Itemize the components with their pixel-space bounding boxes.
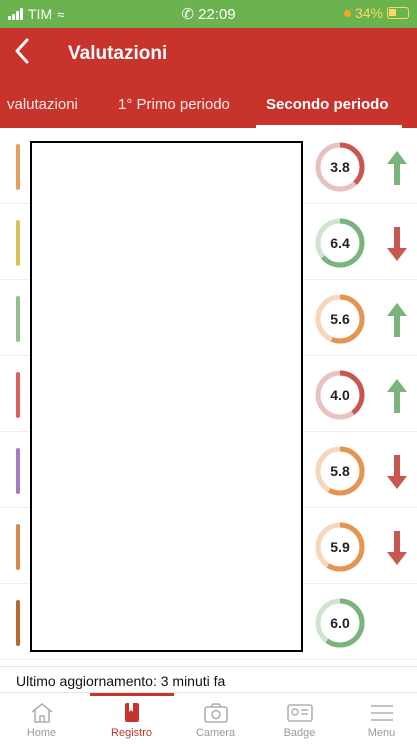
subject-color-bar — [16, 220, 20, 266]
chevron-left-icon[interactable] — [14, 38, 30, 69]
arrow-down-icon — [387, 227, 407, 261]
active-nav-indicator — [90, 693, 174, 696]
tab-valutazioni[interactable]: valutazioni — [7, 96, 78, 113]
grade-ring — [315, 218, 365, 268]
badge-icon — [286, 704, 313, 722]
subject-color-bar — [16, 144, 20, 190]
grade-ring — [315, 598, 365, 648]
grade-value: 4.0 — [330, 387, 350, 403]
arrow-up-icon — [387, 379, 407, 413]
nav-home-label: Home — [26, 727, 57, 739]
battery-icon — [387, 7, 409, 19]
home-icon — [31, 702, 52, 723]
arrow-up-icon — [387, 151, 407, 185]
redacted-subjects-box — [30, 141, 303, 652]
nav-badge[interactable]: Badge — [258, 693, 341, 744]
grade-ring — [315, 142, 365, 192]
nav-menu-label: Menu — [367, 727, 396, 739]
nav-home[interactable]: Home — [0, 693, 83, 744]
grade-value: 5.9 — [330, 539, 350, 555]
tab-primo-periodo[interactable]: 1° Primo periodo — [118, 96, 230, 113]
last-update-text: Ultimo aggiornamento: 3 minuti fa — [0, 666, 417, 692]
orange-dot-icon — [343, 9, 351, 17]
grade-value: 5.8 — [330, 463, 350, 479]
time-label: 22:09 — [198, 6, 236, 23]
grade-ring — [315, 294, 365, 344]
grade-ring — [315, 370, 365, 420]
grade-ring-progress — [315, 370, 365, 420]
bottom-tab-bar: Home Registro Camera Badge Menu — [0, 692, 417, 744]
subject-color-bar — [16, 448, 20, 494]
signal-icon — [8, 8, 23, 20]
status-right: 34% — [343, 5, 409, 21]
subject-color-bar — [16, 296, 20, 342]
arrow-down-icon — [387, 455, 407, 489]
battery-percent: 34% — [354, 5, 383, 21]
grade-value: 3.8 — [330, 159, 350, 175]
grade-ring-progress — [315, 598, 365, 648]
grade-ring — [315, 446, 365, 496]
subject-color-bar — [16, 372, 20, 418]
status-left: TIM ≈ — [8, 6, 64, 22]
grade-value: 6.4 — [330, 235, 350, 251]
period-tabs: valutazioni 1° Primo periodo Secondo per… — [0, 80, 417, 128]
grade-ring-progress — [315, 446, 365, 496]
trend-arrow-shape — [387, 227, 407, 261]
status-bar: TIM ≈ ✆ 22:09 34% — [0, 0, 417, 28]
status-time: ✆ 22:09 — [0, 5, 417, 23]
tab-secondo-periodo[interactable]: Secondo periodo — [266, 96, 389, 113]
carrier-label: TIM — [28, 6, 53, 22]
app-header: Valutazioni — [0, 28, 417, 80]
nav-registro-label: Registro — [111, 727, 152, 739]
arrow-up-icon — [387, 303, 407, 337]
book-icon — [124, 703, 139, 722]
page-title: Valutazioni — [68, 43, 168, 64]
grade-value: 5.6 — [330, 311, 350, 327]
grade-ring-progress — [315, 142, 365, 192]
menu-icon — [370, 705, 393, 721]
grade-ring-progress — [315, 522, 365, 572]
trend-arrow-shape — [387, 455, 407, 489]
wifi-icon: ≈ — [57, 6, 65, 22]
grade-ring-progress — [315, 218, 365, 268]
trend-arrow-shape — [387, 531, 407, 565]
phone-icon: ✆ — [181, 6, 194, 23]
nav-menu[interactable]: Menu — [340, 693, 417, 744]
nav-badge-label: Badge — [283, 727, 316, 739]
trend-arrow-shape — [387, 303, 407, 337]
active-tab-indicator — [256, 125, 402, 128]
subject-color-bar — [16, 600, 20, 646]
arrow-down-icon — [387, 531, 407, 565]
grade-value: 6.0 — [330, 615, 350, 631]
trend-arrow-shape — [387, 151, 407, 185]
trend-arrow-shape — [387, 379, 407, 413]
nav-camera[interactable]: Camera — [174, 693, 257, 744]
camera-icon — [203, 703, 228, 723]
grade-ring-progress — [315, 294, 365, 344]
nav-camera-label: Camera — [195, 727, 236, 739]
nav-registro[interactable]: Registro — [90, 693, 173, 744]
grade-row[interactable]: 6.0 — [0, 584, 417, 660]
grade-ring — [315, 522, 365, 572]
subject-color-bar — [16, 524, 20, 570]
